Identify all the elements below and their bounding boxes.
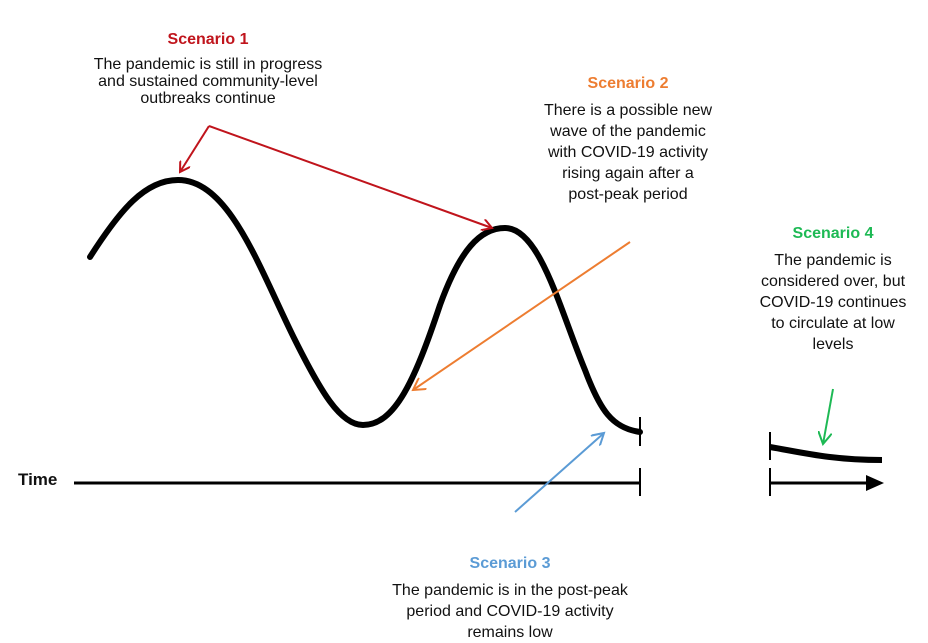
- scenario-4-description: The pandemic is considered over, but COV…: [738, 250, 928, 355]
- scenario-2-line: post-peak period: [568, 186, 688, 203]
- scenario-3-callout: Scenario 3 The pandemic is in the post-p…: [360, 554, 660, 643]
- scenario-4-arrow: [823, 388, 834, 444]
- scenario-4-line: The pandemic is: [774, 252, 892, 269]
- scenario-1-arrow-to-first-peak: [180, 125, 210, 172]
- scenario-2-line: with COVID-19 activity: [547, 144, 709, 161]
- scenario-2-line: rising again after a: [562, 165, 694, 182]
- scenario-1-title: Scenario 1: [167, 31, 249, 48]
- scenario-2-title: Scenario 2: [587, 75, 669, 92]
- scenario-4-line: COVID-19 continues: [759, 294, 907, 311]
- scenario-3-line: period and COVID-19 activity: [406, 603, 614, 620]
- scenario-1-callout: Scenario 1 The pandemic is still in prog…: [58, 30, 358, 107]
- scenario-3-line: The pandemic is in the post-peak: [392, 582, 628, 599]
- scenario-2-line: There is a possible new: [543, 102, 713, 119]
- scenario-1-line: The pandemic is still in progress: [93, 56, 323, 73]
- pandemic-curve: [87, 177, 643, 435]
- scenario-1-arrow-to-second-peak: [208, 125, 492, 228]
- scenario-4-title: Scenario 4: [792, 225, 874, 242]
- low-level-curve: [769, 444, 883, 463]
- scenario-1-line: outbreaks continue: [140, 90, 276, 107]
- scenario-2-line: wave of the pandemic: [550, 123, 706, 140]
- scenario-4-line: levels: [812, 336, 854, 353]
- scenario-4-callout: Scenario 4 The pandemic is considered ov…: [738, 224, 928, 355]
- scenario-1-line: and sustained community-level: [98, 73, 318, 90]
- scenario-3-arrow: [514, 433, 604, 513]
- scenario-3-title: Scenario 3: [469, 555, 551, 572]
- scenario-2-callout: Scenario 2 There is a possible new wave …: [518, 74, 738, 205]
- scenario-4-line: considered over, but: [760, 273, 906, 290]
- time-axis-label: Time: [18, 470, 58, 489]
- scenario-1-description: The pandemic is still in progress and su…: [58, 56, 358, 107]
- scenario-4-line: to circulate at low: [771, 315, 895, 332]
- scenario-3-line: remains low: [467, 624, 553, 641]
- scenario-2-arrow: [413, 241, 631, 390]
- time-axis-arrowhead-icon: [866, 475, 884, 491]
- scenario-3-description: The pandemic is in the post-peak period …: [360, 580, 660, 643]
- scenario-2-description: There is a possible new wave of the pand…: [518, 100, 738, 205]
